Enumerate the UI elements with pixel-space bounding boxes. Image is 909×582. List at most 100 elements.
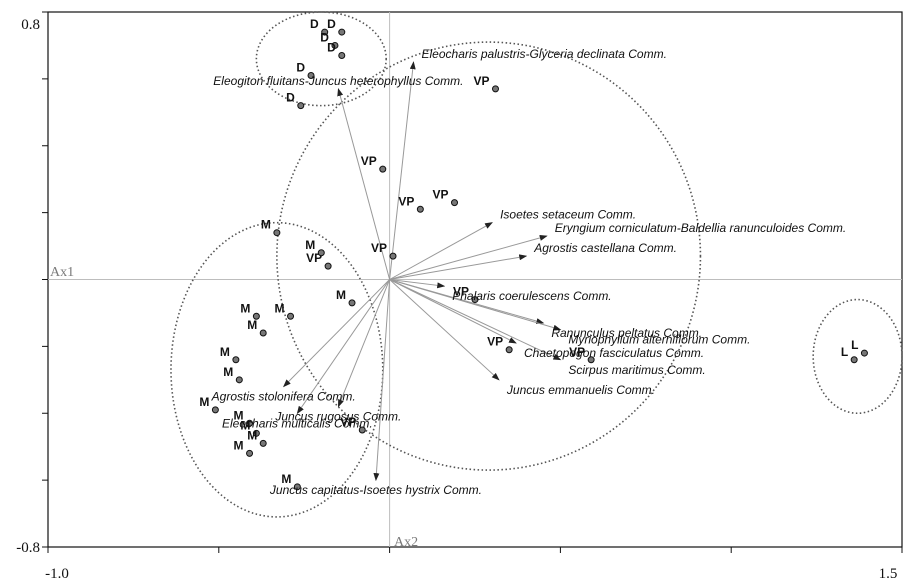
- site-label: D: [286, 91, 295, 105]
- site-point: [338, 51, 346, 59]
- site-point: [587, 356, 595, 364]
- y-tick-label-max: 0.8: [21, 17, 40, 33]
- community-arrow: [389, 279, 500, 381]
- site-label: D: [320, 30, 329, 44]
- community-label: Eleocharis multicalis Comm.: [222, 416, 373, 430]
- site-point: [232, 356, 240, 364]
- community-label: Juncus capitatus-Isoetes hystrix Comm.: [269, 483, 482, 497]
- site-point: [491, 85, 499, 93]
- community-arrow: [389, 279, 446, 289]
- site-point: [860, 349, 868, 357]
- site-label: D: [327, 17, 336, 31]
- site-point: [471, 296, 479, 304]
- site-point: [273, 229, 281, 237]
- origin-lines: [48, 12, 902, 547]
- site-label: VP: [306, 251, 322, 265]
- site-label: VP: [361, 154, 377, 168]
- site-point: [850, 356, 858, 364]
- site-label: VP: [473, 74, 489, 88]
- site-label: M: [336, 288, 346, 302]
- community-label: Myriophyllum alterniflorum Comm.: [568, 333, 750, 347]
- x-axis-ticks: [47, 547, 903, 553]
- site-label: M: [240, 418, 250, 432]
- community-label: Scirpus maritimus Comm.: [568, 363, 705, 377]
- site-label: VP: [432, 188, 448, 202]
- site-point: [505, 346, 513, 354]
- community-arrow: [283, 279, 390, 388]
- group-ellipse-m: [170, 221, 384, 518]
- site-point: [259, 439, 267, 447]
- site-point: [297, 102, 305, 110]
- community-labels: Eleocharis palustris-Glyceria declinata …: [211, 47, 847, 497]
- community-label: Chaetopogon fasciculatus Comm.: [524, 346, 704, 360]
- site-label: VP: [569, 345, 585, 359]
- x-tick-label-min: -1.0: [45, 566, 69, 582]
- community-arrows: [283, 61, 562, 482]
- site-point: [307, 72, 315, 80]
- community-arrow: [389, 279, 562, 361]
- site-point: [416, 205, 424, 213]
- site-label: M: [220, 345, 230, 359]
- community-label: Agrostis castellana Comm.: [533, 241, 677, 255]
- community-arrow: [337, 279, 391, 408]
- site-point: [252, 312, 260, 320]
- site-label: D: [327, 40, 336, 54]
- site-label: M: [305, 238, 315, 252]
- site-point: [246, 419, 254, 427]
- group-ellipse-d: [255, 11, 387, 107]
- community-arrow: [296, 279, 391, 415]
- x-tick-label-max: 1.5: [879, 566, 898, 582]
- site-point: [293, 483, 301, 491]
- community-label: Phalaris coerulescens Comm.: [452, 289, 611, 303]
- community-label: Ranunculus peltatus Comm.: [551, 326, 702, 340]
- site-label: L: [841, 345, 848, 359]
- site-label: M: [261, 218, 271, 232]
- site-point: [246, 449, 254, 457]
- site-point: [235, 376, 243, 384]
- community-arrow: [373, 279, 391, 482]
- site-label: M: [240, 301, 250, 315]
- community-arrow: [389, 222, 493, 280]
- site-label: VP: [340, 415, 356, 429]
- community-label: Eleocharis palustris-Glyceria declinata …: [422, 47, 667, 61]
- site-label: L: [851, 338, 858, 352]
- community-arrow: [389, 279, 562, 331]
- site-point: [252, 429, 260, 437]
- y-axis-ticks: [42, 11, 48, 548]
- community-label: Isoetes setaceum Comm.: [500, 208, 636, 222]
- site-point: [259, 329, 267, 337]
- community-label: Eleogiton fluitans-Juncus heterophyllus …: [213, 74, 463, 88]
- site-label: D: [310, 17, 319, 31]
- axis-name-horizontal: Ax1: [50, 265, 74, 280]
- site-label: VP: [453, 285, 469, 299]
- y-tick-label-min: -0.8: [16, 540, 40, 556]
- community-arrow: [389, 61, 416, 280]
- site-label: D: [296, 61, 305, 75]
- site-point: [358, 426, 366, 434]
- community-arrow: [389, 254, 528, 280]
- community-label: Juncus rugosus Comm.: [274, 410, 401, 424]
- site-label: M: [275, 301, 285, 315]
- community-label: Juncus emmanuelis Comm.: [506, 383, 655, 397]
- site-label: M: [234, 408, 244, 422]
- site-point: [321, 28, 329, 36]
- community-arrow: [389, 279, 517, 344]
- site-point: [331, 41, 339, 49]
- site-point: [211, 406, 219, 414]
- axis-name-vertical: Ax2: [394, 535, 418, 550]
- group-ellipse-vp: [276, 41, 702, 471]
- site-point: [379, 165, 387, 173]
- site-point: [324, 262, 332, 270]
- site-label: VP: [371, 241, 387, 255]
- site-label: VP: [398, 194, 414, 208]
- group-ellipse-l: [812, 298, 903, 415]
- community-label: Eryngium corniculatum-Baldellia ranuncul…: [555, 221, 846, 235]
- site-point: [451, 199, 459, 207]
- site-point: [338, 28, 346, 36]
- site-point: [287, 312, 295, 320]
- site-point: [389, 252, 397, 260]
- site-point: [348, 299, 356, 307]
- site-label: M: [247, 428, 257, 442]
